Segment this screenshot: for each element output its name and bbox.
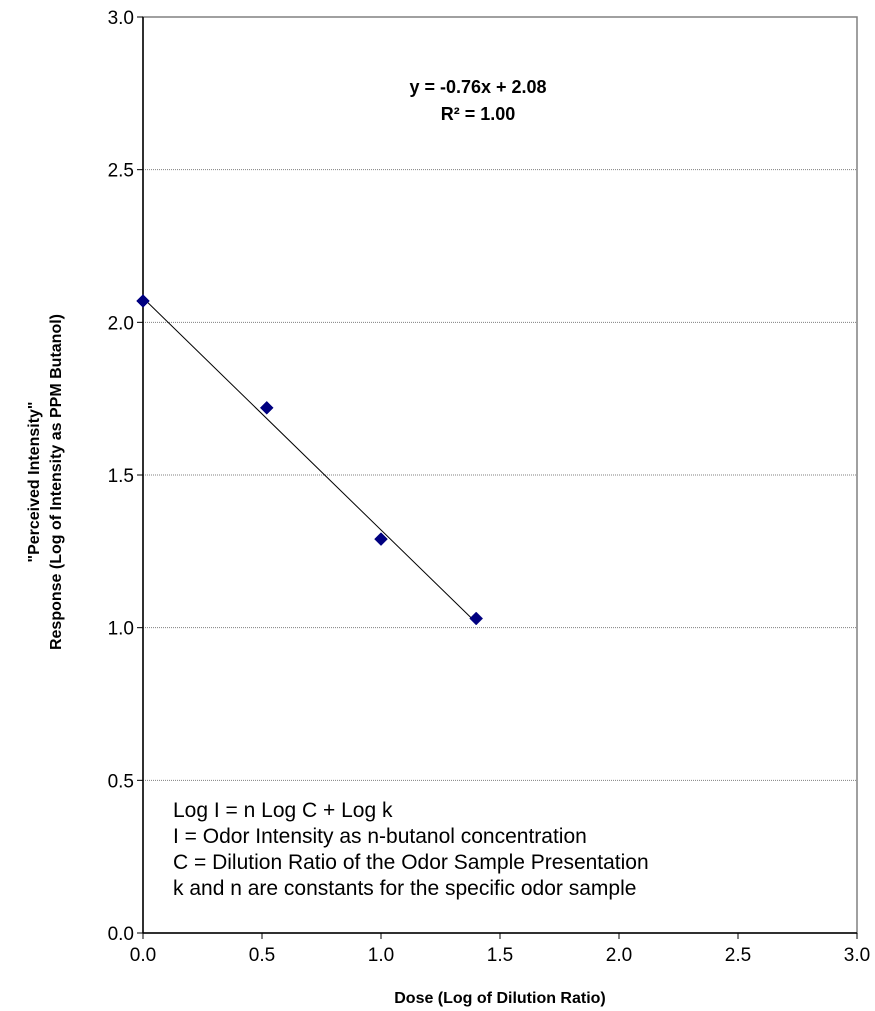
data-points [136, 294, 484, 626]
tick-labels: 0.0 0.5 1.0 1.5 2.0 2.5 3.0 0.0 0.5 1.0 1.5 2.0 2.5 3… [108, 8, 871, 966]
y-tick-label: 2.0 [108, 313, 134, 334]
y-tick-label: 0.5 [108, 771, 134, 792]
axes [137, 16, 858, 939]
y-tick-label: 1.0 [108, 619, 134, 640]
y-tick-label: 0.0 [108, 924, 134, 945]
y-tick-label: 3.0 [108, 8, 134, 29]
trendline [142, 297, 477, 624]
y-axis-title-line1: "Perceived Intensity" [26, 401, 43, 562]
formula-annotation-line-4: k and n are constants for the specific o… [173, 877, 636, 900]
trendline-equation: y = -0.76x + 2.08 [409, 77, 546, 97]
data-point [469, 611, 484, 626]
r-squared-label: R² = 1.00 [441, 104, 516, 124]
data-point [259, 400, 274, 415]
data-point [136, 294, 150, 308]
x-tick-label: 2.5 [725, 945, 751, 966]
x-tick-label: 0.5 [249, 945, 275, 966]
data-point [374, 532, 388, 546]
y-axis-title-line2: Response (Log of Intensity as PPM Butano… [48, 314, 65, 650]
x-tick-label: 3.0 [844, 945, 870, 966]
x-axis-title: Dose (Log of Dilution Ratio) [394, 990, 606, 1007]
x-tick-label: 1.5 [487, 945, 513, 966]
y-tick-label: 2.5 [108, 161, 134, 182]
y-tick-label: 1.5 [108, 466, 134, 487]
x-tick-label: 2.0 [606, 945, 632, 966]
formula-annotation-line-2: I = Odor Intensity as n-butanol concentr… [173, 825, 587, 848]
x-tick-label: 1.0 [368, 945, 394, 966]
grid-lines [143, 169, 857, 781]
x-tick-label: 0.0 [130, 945, 156, 966]
formula-annotation-line-1: Log I = n Log C + Log k [173, 799, 393, 822]
formula-annotation-line-3: C = Dilution Ratio of the Odor Sample Pr… [173, 851, 649, 874]
